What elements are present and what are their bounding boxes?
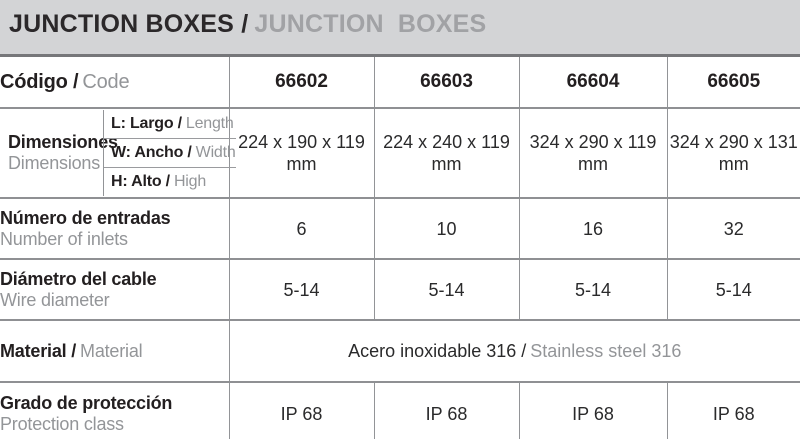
dimensions-label-spanish: Dimensiones xyxy=(8,132,118,152)
dimensions-row: Dimensiones Dimensions L: Largo / Length … xyxy=(0,107,800,198)
dimensions-value-66602: 224 x 190 x 119 mm xyxy=(228,107,374,198)
protection-row: Grado de protección Protection class IP … xyxy=(0,381,800,439)
protection-value-66604: IP 68 xyxy=(518,381,667,439)
high-label-spanish: H: Alto / xyxy=(111,173,170,190)
dimensions-value-66604: 324 x 290 x 119 mm xyxy=(518,107,667,198)
dimension-sublabel-high: H: Alto / High xyxy=(104,167,236,196)
inlets-row-label: Número de entradas Number of inlets xyxy=(0,197,229,259)
code-label-spanish: Código / xyxy=(0,70,79,93)
length-label-spanish: L: Largo / xyxy=(111,115,182,132)
code-row: Código / Code 66602 66603 66604 66605 xyxy=(0,57,800,108)
dimensions-value-66603: 224 x 240 x 119 mm xyxy=(373,107,519,198)
wire-row-label: Diámetro del cable Wire diameter xyxy=(0,258,229,320)
dimension-sublabel-length: L: Largo / Length xyxy=(104,110,236,138)
inlets-value-66604: 16 xyxy=(518,197,667,259)
protection-value-66605: IP 68 xyxy=(666,381,800,439)
material-value: Acero inoxidable 316 /Stainless steel 31… xyxy=(228,319,800,382)
protection-row-label: Grado de protección Protection class xyxy=(0,381,229,439)
inlets-label-spanish: Número de entradas xyxy=(0,207,171,228)
page-title-english: JUNCTION BOXES xyxy=(254,10,487,38)
protection-value-66603: IP 68 xyxy=(373,381,519,439)
spec-table: Código / Code 66602 66603 66604 66605 Dim… xyxy=(0,57,800,439)
material-label-spanish: Material / xyxy=(0,340,77,361)
dimensions-sublabels: L: Largo / Length W: Ancho / Width H: Alto… xyxy=(103,110,236,196)
dimension-sublabel-width: W: Ancho / Width xyxy=(104,138,236,167)
protection-label-spanish: Grado de protección xyxy=(0,392,173,413)
material-row: Material / Material Acero inoxidable 316 … xyxy=(0,319,800,382)
code-value-66605: 66605 xyxy=(666,57,800,108)
wire-value-66603: 5-14 xyxy=(373,258,519,320)
high-label-english: High xyxy=(173,173,207,190)
wire-label-spanish: Diámetro del cable xyxy=(0,268,157,289)
wire-value-66602: 5-14 xyxy=(228,258,374,320)
wire-diameter-row: Diámetro del cable Wire diameter 5-14 5-… xyxy=(0,258,800,320)
width-label-spanish: W: Ancho / xyxy=(111,144,192,161)
inlets-value-66605: 32 xyxy=(666,197,800,259)
inlets-value-66602: 6 xyxy=(228,197,374,259)
code-value-66602: 66602 xyxy=(228,57,374,108)
inlets-value-66603: 10 xyxy=(373,197,519,259)
material-value-spanish: Acero inoxidable 316 / xyxy=(348,340,527,361)
dimensions-row-label-cell: Dimensiones Dimensions L: Largo / Length … xyxy=(0,107,236,198)
page-title: JUNCTION BOXES / JUNCTION BOXES xyxy=(9,10,486,39)
code-value-66604: 66604 xyxy=(518,57,667,108)
width-label-english: Width xyxy=(195,144,236,161)
protection-label-english: Protection class xyxy=(0,413,124,434)
page-title-spanish: JUNCTION BOXES / xyxy=(9,10,249,38)
code-row-label: Código / Code xyxy=(0,57,229,108)
material-row-label: Material / Material xyxy=(0,319,229,382)
material-value-english: Stainless steel 316 xyxy=(530,340,682,361)
protection-value-66602: IP 68 xyxy=(228,381,374,439)
code-label-english: Code xyxy=(82,70,130,93)
wire-value-66604: 5-14 xyxy=(518,258,667,320)
dimensions-label-english: Dimensions xyxy=(8,153,101,173)
wire-label-english: Wire diameter xyxy=(0,289,110,310)
wire-value-66605: 5-14 xyxy=(666,258,800,320)
dimensions-value-66605: 324 x 290 x 131 mm xyxy=(666,107,800,198)
material-label-english: Material xyxy=(80,340,143,361)
code-value-66603: 66603 xyxy=(373,57,519,108)
dimensions-label: Dimensiones Dimensions xyxy=(0,110,118,196)
inlets-row: Número de entradas Number of inlets 6 10… xyxy=(0,197,800,259)
section-header-bar: JUNCTION BOXES / JUNCTION BOXES xyxy=(0,0,800,57)
length-label-english: Length xyxy=(185,115,234,132)
inlets-label-english: Number of inlets xyxy=(0,228,128,249)
